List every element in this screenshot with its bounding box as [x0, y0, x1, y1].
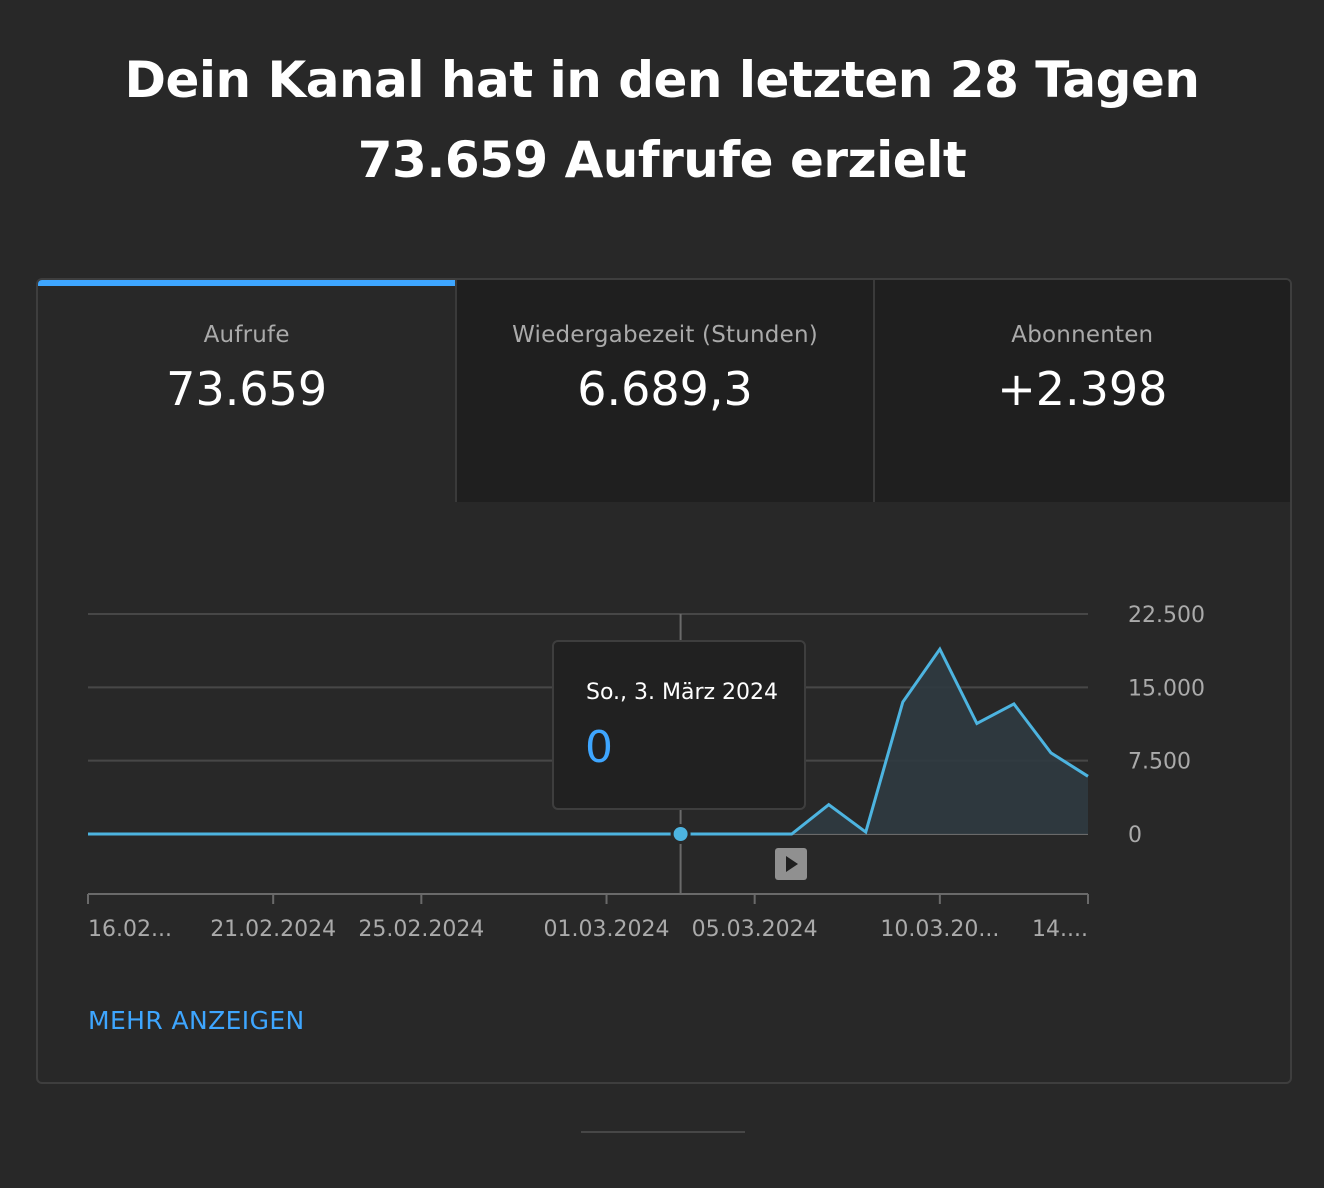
tab-subscribers[interactable]: Abonnenten +2.398	[872, 280, 1290, 502]
tooltip-date: So., 3. März 2024	[586, 680, 779, 705]
tab-views[interactable]: Aufrufe 73.659	[38, 280, 456, 502]
x-tick-label: 05.03.2024	[692, 917, 818, 942]
x-tick-label: 01.03.2024	[544, 917, 670, 942]
x-tick-label: 16.02...	[88, 917, 172, 942]
chart-tooltip: So., 3. März 2024 0	[552, 640, 806, 810]
views-chart[interactable]: 22.500 15.000 7.500 0 16.02... 21.02.2024 25.0…	[38, 280, 1290, 1082]
x-tick-label: 21.02.2024	[210, 917, 336, 942]
y-tick-label: 15.000	[1128, 676, 1205, 701]
headline-line-1: Dein Kanal hat in den letzten 28 Tagen	[124, 51, 1200, 109]
tab-subscribers-label: Abonnenten	[1011, 322, 1154, 348]
tab-watch-time-value: 6.689,3	[577, 362, 753, 416]
metric-tabs: Aufrufe 73.659 Wiedergabezeit (Stunden) …	[38, 280, 1290, 502]
x-tick-label: 14....	[1032, 917, 1088, 942]
tab-views-label: Aufrufe	[203, 322, 290, 348]
y-tick-label: 22.500	[1128, 603, 1205, 628]
headline-line-2: 73.659 Aufrufe erzielt	[357, 131, 967, 189]
tab-subscribers-value: +2.398	[997, 362, 1168, 416]
x-tick-label: 25.02.2024	[358, 917, 484, 942]
tab-watch-time[interactable]: Wiedergabezeit (Stunden) 6.689,3	[455, 280, 873, 502]
play-icon[interactable]	[775, 848, 807, 880]
highlight-point	[673, 827, 688, 841]
analytics-card: Aufrufe 73.659 Wiedergabezeit (Stunden) …	[36, 278, 1292, 1084]
series-area	[88, 649, 1088, 834]
page-headline: Dein Kanal hat in den letzten 28 Tagen 7…	[0, 40, 1324, 200]
tab-views-value: 73.659	[166, 362, 328, 416]
series-line	[88, 646, 1089, 836]
x-tick-label: 10.03.20...	[880, 917, 999, 942]
show-more-link[interactable]: MEHR ANZEIGEN	[88, 1006, 305, 1035]
tooltip-value: 0	[585, 722, 613, 773]
y-tick-label: 0	[1128, 823, 1142, 848]
bottom-divider	[581, 1131, 745, 1133]
y-tick-label: 7.500	[1128, 750, 1191, 775]
tab-watch-time-label: Wiedergabezeit (Stunden)	[512, 322, 818, 348]
